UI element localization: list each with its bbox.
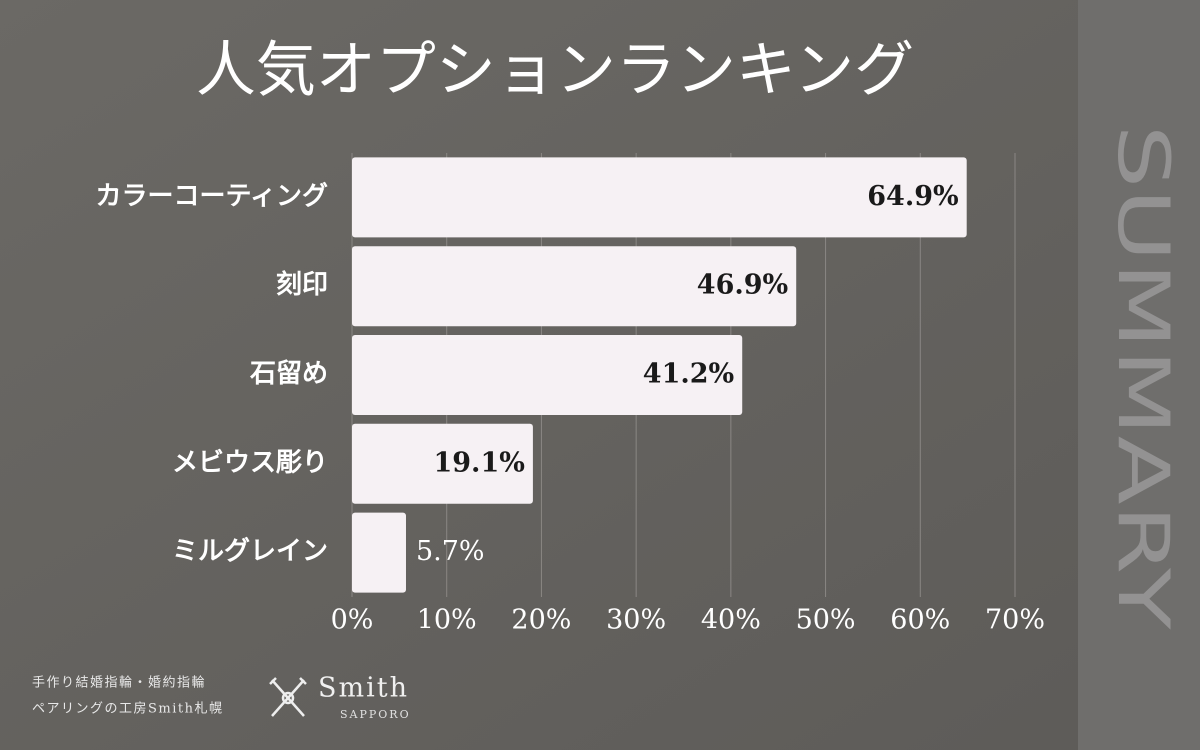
value-label: 5.7%	[416, 536, 485, 567]
value-label: 64.9%	[867, 181, 958, 212]
x-tick-label: 0%	[331, 605, 374, 636]
category-label: 石留め	[249, 359, 328, 389]
side-label: SUMMARY	[1102, 125, 1184, 630]
footer: 手作り結婚指輪・婚約指輪 ペアリングの工房Smith札幌 Smith SAPPO…	[32, 673, 411, 722]
bar	[352, 335, 743, 415]
brand-sub: SAPPORO	[340, 708, 411, 721]
footer-line: ペアリングの工房Smith札幌	[32, 701, 224, 717]
bar	[352, 423, 533, 504]
bar	[352, 512, 406, 593]
x-tick-label: 40%	[701, 605, 761, 636]
chart-title: 人気オプションランキング	[196, 36, 914, 106]
plot: 0% 10% 20% 30% 40% 50% 60% 70% カラーコーティング 64.9% 刻印 4…	[96, 153, 1045, 636]
side-strip	[1078, 0, 1200, 750]
logo-icon	[269, 677, 307, 717]
category-label: メビウス彫り	[172, 448, 328, 478]
value-label: 46.9%	[697, 270, 788, 301]
brand: Smith	[318, 673, 409, 704]
value-label: 41.2%	[643, 359, 734, 390]
category-label: ミルグレイン	[172, 537, 328, 567]
x-tick-label: 20%	[511, 605, 571, 636]
value-label: 19.1%	[433, 447, 524, 478]
x-tick-label: 70%	[985, 605, 1045, 636]
x-tick-label: 50%	[796, 605, 856, 636]
x-tick-label: 30%	[606, 605, 666, 636]
category-label: 刻印	[276, 269, 328, 300]
bar	[352, 157, 967, 238]
category-label: カラーコーティング	[96, 181, 328, 211]
footer-line: 手作り結婚指輪・婚約指輪	[32, 675, 206, 691]
x-tick-label: 10%	[417, 605, 477, 636]
x-tick-label: 60%	[890, 605, 950, 636]
bar	[352, 246, 797, 327]
